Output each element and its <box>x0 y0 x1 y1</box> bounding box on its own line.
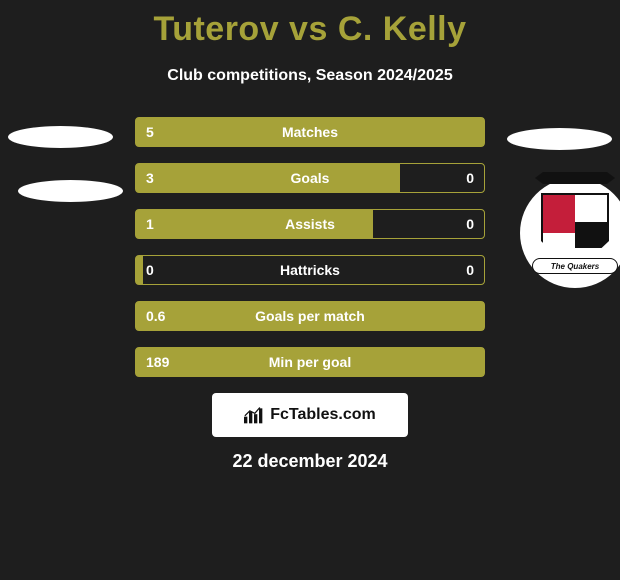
stat-bar-label: Min per goal <box>136 354 484 370</box>
stat-bar-row: 30Goals <box>135 163 485 193</box>
player-left-silhouette-1 <box>8 126 113 148</box>
stat-bar-label: Assists <box>136 216 484 232</box>
attribution-badge: FcTables.com <box>212 393 408 437</box>
stat-bar-row: 10Assists <box>135 209 485 239</box>
stat-bar-label: Matches <box>136 124 484 140</box>
crest-banner-text: The Quakers <box>532 258 618 274</box>
stat-bar-row: 5Matches <box>135 117 485 147</box>
club-crest-right: The Quakers <box>520 178 620 288</box>
stat-bars: 5Matches 30Goals 10Assists 00Hattricks 0.6Go… <box>135 117 485 377</box>
player-left-silhouette-2 <box>18 180 123 202</box>
stat-bar-label: Goals <box>136 170 484 186</box>
page-title: Tuterov vs C. Kelly <box>0 0 620 49</box>
stat-bar-row: 189Min per goal <box>135 347 485 377</box>
subtitle: Club competitions, Season 2024/2025 <box>0 67 620 85</box>
attribution-text: FcTables.com <box>270 406 376 424</box>
player-right-silhouette-1 <box>507 128 612 150</box>
stat-bar-row: 00Hattricks <box>135 255 485 285</box>
stat-bar-label: Goals per match <box>136 308 484 324</box>
date-text: 22 december 2024 <box>0 451 620 472</box>
stat-bar-label: Hattricks <box>136 262 484 278</box>
stat-bar-row: 0.6Goals per match <box>135 301 485 331</box>
fctables-logo-icon <box>244 406 264 424</box>
